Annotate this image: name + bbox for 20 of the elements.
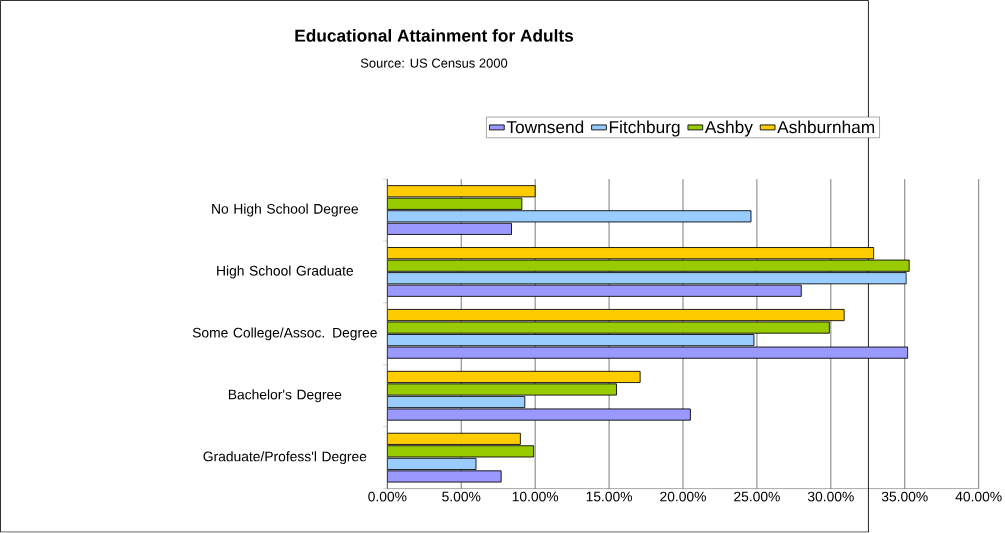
- x-tick-label: 15.00%: [586, 491, 633, 502]
- y-tick-label: No High School Degree: [212, 203, 358, 217]
- chart-subtitle: Source: US Census 2000: [360, 58, 508, 68]
- legend-label: Townsend: [506, 120, 584, 134]
- x-tick-label: 35.00%: [881, 491, 928, 502]
- x-tick-label: 0.00%: [368, 491, 407, 502]
- y-tick-label: Bachelor's Degree: [228, 389, 342, 403]
- x-tick-label: 40.00%: [955, 491, 1002, 502]
- x-tick-label: 30.00%: [807, 491, 854, 502]
- x-tick-label: 25.00%: [734, 491, 780, 502]
- y-tick-label: Graduate/Profess'l Degree: [203, 451, 367, 465]
- legend-label: Ashburnham: [777, 120, 875, 134]
- x-tick-label: 20.00%: [660, 491, 706, 502]
- y-tick-label: Some College/Assoc. Degree: [192, 327, 377, 341]
- x-tick-label: 5.00%: [442, 491, 481, 502]
- chart-title: Educational Attainment for Adults: [295, 29, 574, 42]
- legend-label: Ashby: [704, 120, 753, 137]
- x-tick-label: 10.00%: [512, 491, 559, 502]
- y-tick-label: High School Graduate: [217, 265, 354, 279]
- legend-label: Fitchburg: [609, 120, 680, 137]
